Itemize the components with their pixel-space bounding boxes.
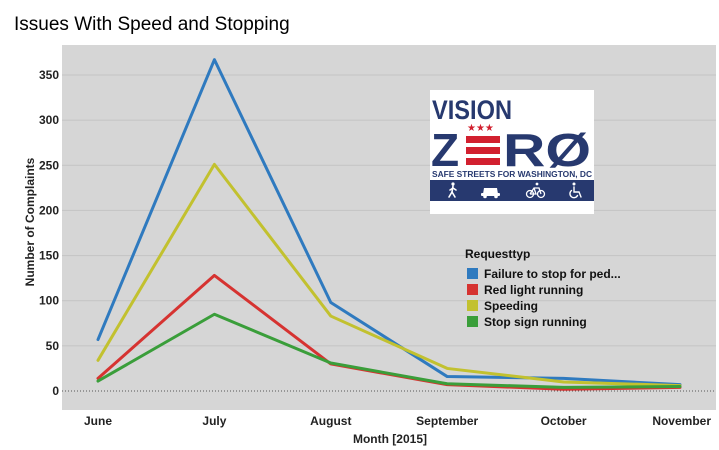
logo-e-bar-bottom — [466, 158, 500, 165]
gridlines — [62, 74, 716, 392]
series-line — [96, 312, 682, 389]
y-tick-label: 300 — [39, 113, 59, 127]
x-tick-label: September — [416, 414, 478, 428]
x-tick-label: November — [652, 414, 711, 428]
legend-swatch — [467, 284, 478, 295]
y-axis: 0 50 100 150 200 250 300 350 — [39, 68, 59, 398]
x-tick-label: August — [310, 414, 351, 428]
logo-tagline: SAFE STREETS FOR WASHINGTON, DC — [432, 170, 592, 179]
y-tick-label: 350 — [39, 68, 59, 82]
pedestrian-icon — [448, 182, 457, 198]
x-tick-label: June — [84, 414, 112, 428]
legend-title: Requesttyp — [465, 247, 530, 261]
legend-swatch — [467, 316, 478, 327]
y-tick-label: 100 — [39, 294, 59, 308]
legend-item-label: Stop sign running — [484, 315, 587, 329]
logo-z-letter: Z — [431, 124, 459, 176]
y-tick-label: 200 — [39, 203, 59, 217]
legend-swatch — [467, 300, 478, 311]
legend: Requesttyp Failure to stop for ped... Red… — [465, 247, 621, 329]
car-icon — [481, 188, 500, 199]
y-tick-label: 250 — [39, 158, 59, 172]
series-line — [96, 58, 682, 387]
series-lines — [96, 58, 682, 391]
wheelchair-icon — [569, 182, 582, 199]
y-axis-title: Number of Complaints — [23, 157, 37, 286]
bicycle-icon — [525, 182, 546, 199]
logo-vision-text: VISION — [432, 95, 512, 125]
legend-swatch — [467, 268, 478, 279]
legend-item-label: Red light running — [484, 283, 583, 297]
y-tick-label: 0 — [52, 384, 59, 398]
logo-stars: ★★★ — [467, 123, 494, 134]
chart-title: Issues With Speed and Stopping — [14, 14, 290, 35]
y-tick-label: 50 — [46, 339, 60, 353]
x-axis-title: Month [2015] — [353, 432, 427, 446]
logo-e-bar-mid — [466, 147, 500, 154]
logo-ro-text: RØ — [503, 124, 591, 176]
y-tick-label: 150 — [39, 249, 59, 263]
x-axis: June July August September October November — [84, 414, 711, 428]
series-line — [96, 162, 682, 388]
x-tick-label: July — [202, 414, 226, 428]
x-tick-label: October — [541, 414, 587, 428]
legend-item-label: Failure to stop for ped... — [484, 267, 621, 281]
plot-background — [62, 45, 716, 410]
vision-zero-logo: VISION Z ★★★ RØ SAFE STREETS FOR WASHING… — [430, 90, 594, 214]
legend-item-label: Speeding — [484, 299, 538, 313]
logo-e-bar-top — [466, 136, 500, 143]
logo-icon-band — [430, 180, 594, 201]
